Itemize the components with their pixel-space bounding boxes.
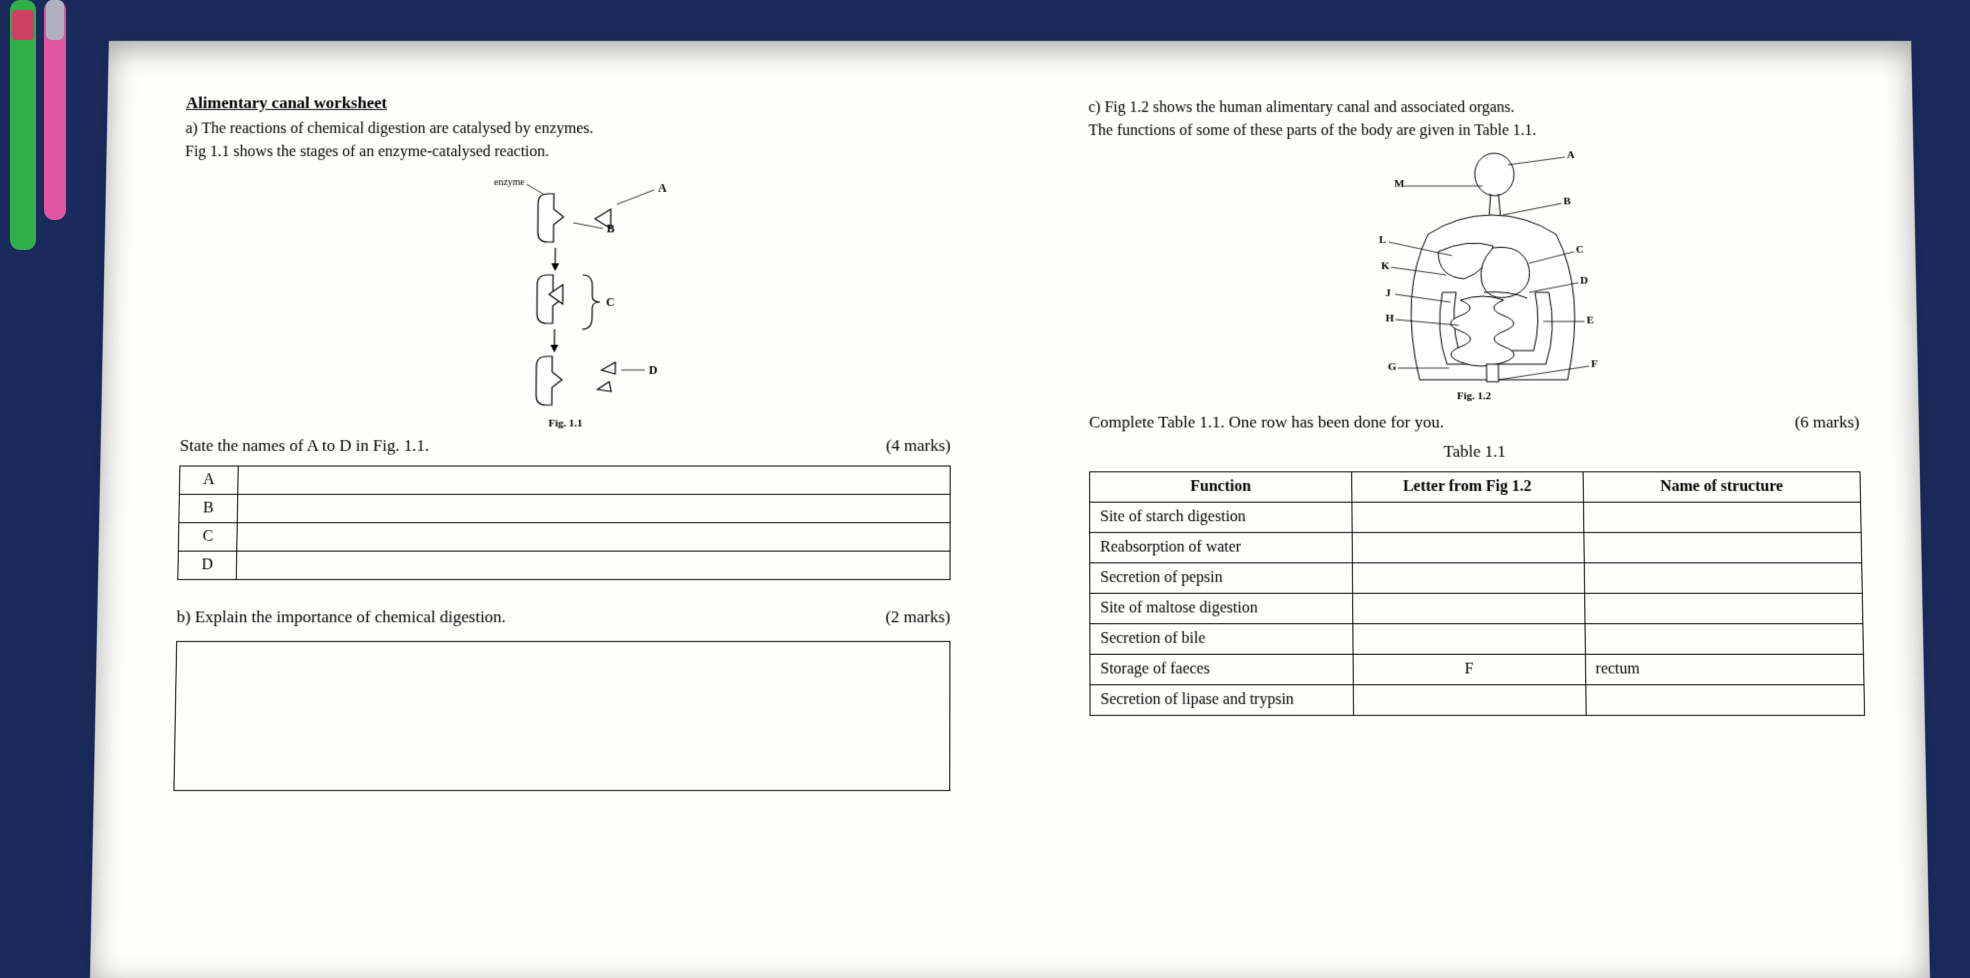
qc-intro1: c) Fig 1.2 shows the human alimentary ca… [1088, 99, 1853, 116]
table-row: Storage of faecesFrectum [1090, 654, 1864, 685]
fig11-label-D: D [649, 363, 658, 377]
qa-row-A-label: A [179, 466, 238, 494]
label-enzyme: enzyme [494, 177, 525, 188]
cell-fn: Secretion of bile [1090, 624, 1353, 655]
cell-name[interactable] [1583, 532, 1861, 562]
qc-question: Complete Table 1.1. One row has been don… [1089, 413, 1444, 432]
cell-name[interactable] [1585, 624, 1864, 655]
qb-marks: (2 marks) [885, 608, 950, 628]
cell-letter[interactable] [1352, 532, 1584, 562]
qc-th-letter: Letter from Fig 1.2 [1352, 472, 1583, 502]
worksheet-title: Alimentary canal worksheet [186, 94, 951, 113]
qa-row-C-label: C [178, 523, 237, 551]
fig12-label-A: A [1567, 149, 1575, 161]
qa-answer-table: A B C D [177, 466, 950, 581]
fig12-caption: Fig. 1.2 [1311, 390, 1637, 402]
fig11-label-A: A [658, 181, 667, 195]
qc-th-function: Function [1090, 472, 1352, 502]
qc-table: Function Letter from Fig 1.2 Name of str… [1089, 471, 1865, 716]
fig11-label-B: B [607, 222, 615, 236]
cell-fn: Site of starch digestion [1090, 502, 1352, 532]
figure-1-1: enzyme A B [398, 171, 735, 423]
cell-letter[interactable] [1353, 624, 1585, 655]
qb-answer-box[interactable] [173, 641, 950, 791]
desk-pens [0, 0, 120, 280]
left-column: Alimentary canal worksheet a) The reacti… [173, 94, 951, 791]
fig12-label-H: H [1385, 313, 1394, 325]
cell-name[interactable] [1585, 685, 1864, 716]
fig12-label-C: C [1576, 244, 1584, 256]
qb-question: b) Explain the importance of chemical di… [176, 608, 506, 628]
fig12-label-K: K [1381, 260, 1390, 272]
cell-name: rectum [1585, 654, 1864, 685]
fig12-label-D: D [1580, 275, 1588, 287]
qc-intro2: The functions of some of these parts of … [1089, 122, 1855, 139]
qa-row-D-answer[interactable] [236, 551, 950, 579]
qa-question: State the names of A to D in Fig. 1.1. [180, 436, 430, 456]
table-row: Secretion of lipase and trypsin [1090, 685, 1865, 716]
cell-fn: Storage of faeces [1090, 654, 1353, 685]
fig12-label-L: L [1379, 234, 1386, 246]
cell-letter[interactable] [1352, 593, 1584, 623]
qa-marks: (4 marks) [886, 436, 951, 456]
qa-row-B-answer[interactable] [237, 494, 950, 522]
table-row: Reabsorption of water [1090, 532, 1862, 562]
qc-marks: (6 marks) [1795, 413, 1860, 432]
cell-fn: Secretion of pepsin [1090, 563, 1353, 593]
qa-intro2: Fig 1.1 shows the stages of an enzyme-ca… [185, 144, 951, 161]
cell-fn: Reabsorption of water [1090, 532, 1353, 562]
fig12-label-J: J [1385, 288, 1391, 300]
qa-intro1: a) The reactions of chemical digestion a… [185, 121, 951, 138]
cell-name[interactable] [1584, 563, 1862, 593]
qa-row-D-label: D [178, 551, 237, 579]
cell-fn: Secretion of lipase and trypsin [1090, 685, 1353, 716]
fig12-label-G: G [1388, 361, 1397, 373]
cell-fn: Site of maltose digestion [1090, 593, 1353, 623]
worksheet-paper: Alimentary canal worksheet a) The reacti… [90, 41, 1930, 978]
cell-letter: F [1353, 654, 1585, 685]
fig12-label-B: B [1563, 196, 1570, 208]
fig11-caption: Fig. 1.1 [397, 418, 733, 430]
cell-name[interactable] [1584, 593, 1863, 623]
right-column: c) Fig 1.2 shows the human alimentary ca… [1088, 94, 1866, 791]
table-row: Site of maltose digestion [1090, 593, 1863, 623]
table-caption: Table 1.1 [1089, 442, 1860, 462]
fig12-label-F: F [1591, 358, 1598, 370]
cell-name[interactable] [1583, 502, 1861, 532]
qa-row-B-label: B [179, 494, 238, 522]
fig12-label-M: M [1394, 178, 1404, 190]
table-row: Site of starch digestion [1090, 502, 1861, 532]
table-row: Secretion of bile [1090, 624, 1864, 655]
cell-letter[interactable] [1352, 502, 1584, 532]
fig12-label-E: E [1587, 315, 1594, 327]
qc-th-name: Name of structure [1583, 472, 1861, 502]
table-row: Secretion of pepsin [1090, 563, 1863, 593]
figure-1-2: A B C D E F G H J K L M Fig. 1.2 [1309, 148, 1637, 400]
qa-row-A-answer[interactable] [238, 466, 950, 494]
fig11-label-C: C [606, 295, 615, 309]
cell-letter[interactable] [1352, 563, 1584, 593]
cell-letter[interactable] [1353, 685, 1586, 716]
qa-row-C-answer[interactable] [237, 523, 950, 551]
